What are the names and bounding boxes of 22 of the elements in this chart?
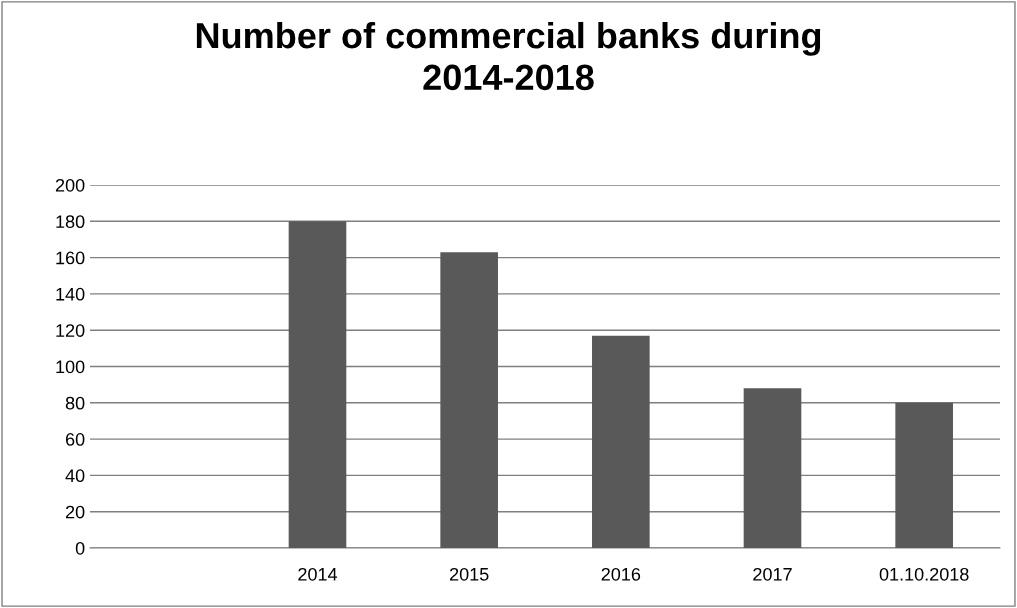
bar <box>743 388 802 548</box>
x-tick-label: 2015 <box>449 567 489 581</box>
y-tick-label: 100 <box>56 360 85 374</box>
bar <box>895 402 953 548</box>
y-tick-label: 120 <box>56 324 85 337</box>
y-tick-label: 80 <box>65 396 85 410</box>
x-tick-label: 2014 <box>298 567 338 581</box>
y-tick-label: 200 <box>55 178 85 192</box>
bar <box>592 335 650 548</box>
y-tick-label: 160 <box>56 251 85 265</box>
y-tick-label: 60 <box>65 433 85 446</box>
bar <box>288 221 347 548</box>
bar <box>440 252 498 548</box>
y-tick-label: 20 <box>65 505 85 519</box>
y-tick-label: 180 <box>56 215 85 229</box>
y-tick-label: 40 <box>65 469 85 483</box>
x-tick-label: 2016 <box>601 567 641 581</box>
chart-title: Number of commercial banks during 2014-2018 <box>196 21 821 91</box>
x-tick-label: 01.10.2018 <box>879 567 969 581</box>
x-tick-label: 2017 <box>753 567 792 581</box>
y-tick-label: 140 <box>56 287 85 301</box>
y-tick-label: 0 <box>75 541 85 555</box>
